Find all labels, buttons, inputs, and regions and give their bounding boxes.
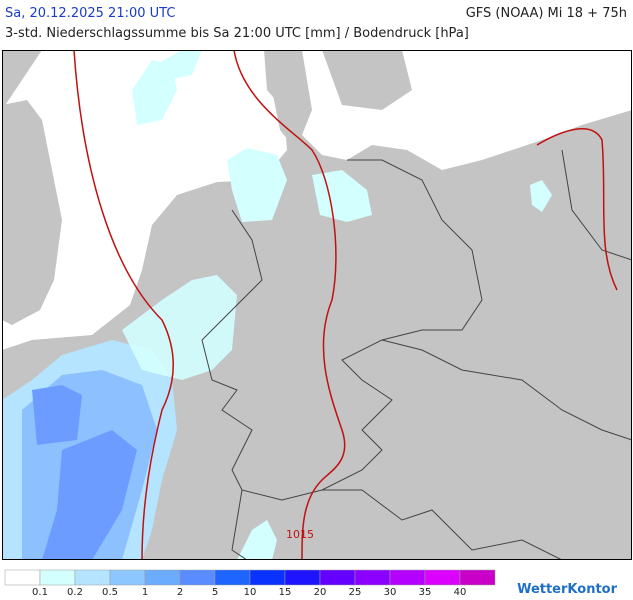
legend-label: 20 (314, 587, 327, 598)
sea (2, 50, 287, 350)
legend-label: 30 (384, 587, 397, 598)
map-frame (2, 50, 632, 560)
legend-swatch (459, 569, 496, 586)
brand: WetterKontor (517, 582, 617, 597)
legend-swatch (74, 569, 111, 586)
precip-area (32, 385, 82, 445)
legend-label: 0.2 (67, 587, 83, 598)
precip-area (42, 430, 137, 560)
legend-swatch (249, 569, 286, 586)
legend-swatch (284, 569, 321, 586)
precip-area (147, 50, 202, 80)
precip-area (227, 148, 287, 222)
legend-label: 25 (349, 587, 362, 598)
subtitle: 3-std. Niederschlagssumme bis Sa 21:00 U… (5, 26, 469, 41)
legend-swatch (39, 569, 76, 586)
legend-swatch (354, 569, 391, 586)
legend-label: 2 (177, 587, 183, 598)
legend-label: 15 (279, 587, 292, 598)
land-sweden (322, 50, 412, 110)
precip-area (122, 275, 237, 380)
legend-label: 1 (142, 587, 148, 598)
isobars (73, 50, 618, 560)
model-run: GFS (NOAA) Mi 18 + 75h (465, 6, 627, 21)
precip-area (237, 520, 277, 560)
legend-label: 0.1 (32, 587, 48, 598)
legend-swatch (389, 569, 426, 586)
legend-label: 40 (454, 587, 467, 598)
legend-swatch (4, 569, 41, 586)
map: 1015 (2, 50, 632, 560)
legend-swatch (179, 569, 216, 586)
borders (201, 149, 632, 560)
legend-label: 10 (244, 587, 257, 598)
legend-label: 5 (212, 587, 218, 598)
legend-swatch (424, 569, 461, 586)
forecast-date: Sa, 20.12.2025 21:00 UTC (5, 6, 176, 21)
legend-label: 0.5 (102, 587, 118, 598)
legend-swatch (214, 569, 251, 586)
precip-area (530, 180, 552, 212)
land-denmark (267, 50, 302, 145)
legend: 0.1 0.2 0.5 1 2 5 10 15 20 25 30 35 40 (4, 569, 496, 598)
legend-swatch (144, 569, 181, 586)
land-england (2, 100, 62, 325)
legend-label: 35 (419, 587, 432, 598)
isobar-label: 1015 (286, 528, 314, 541)
legend-swatch (319, 569, 356, 586)
legend-swatch (109, 569, 146, 586)
